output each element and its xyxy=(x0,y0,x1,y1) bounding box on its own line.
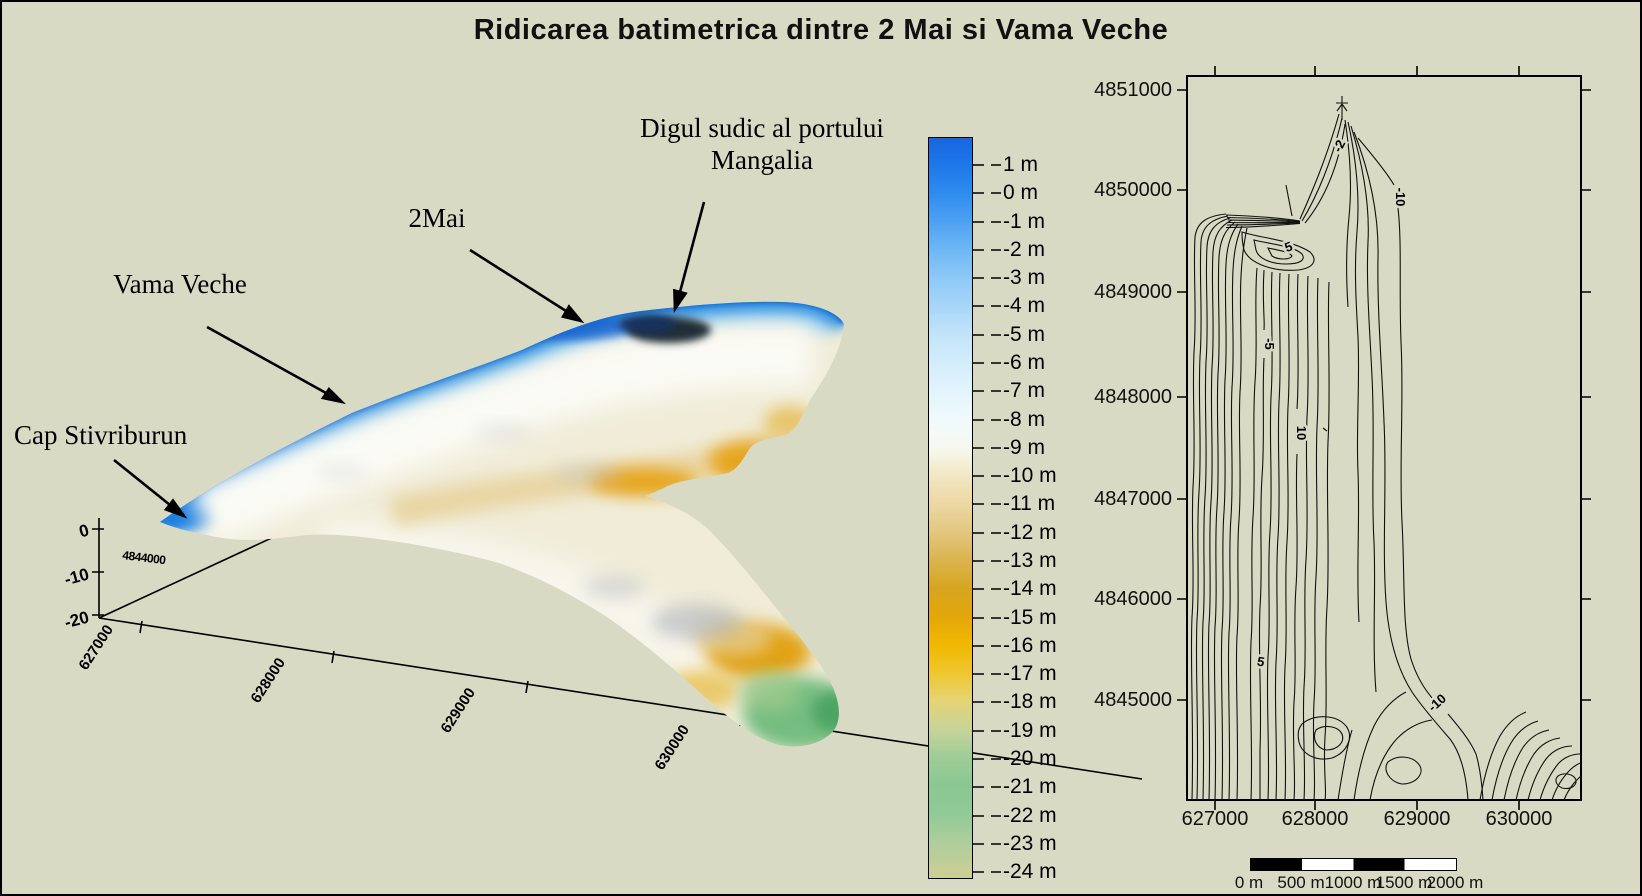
map-y-tick-label: 4848000 xyxy=(1094,386,1172,408)
mai2-arrow-line xyxy=(469,248,567,313)
contour-lines xyxy=(1190,96,1582,801)
z-axis-ticks xyxy=(92,528,104,616)
map-y-tick-label: 4846000 xyxy=(1094,588,1172,610)
map-y-tick-label: 4845000 xyxy=(1094,689,1172,711)
map-x-tick-label: 630000 xyxy=(1485,808,1553,830)
contour-map-frame xyxy=(1177,66,1591,810)
contour-label-5-upper: 5 xyxy=(1282,238,1294,255)
digul-arrow-head xyxy=(673,288,688,314)
colorbar-label: -13 m xyxy=(1003,549,1057,572)
z-tick-0: 0 xyxy=(77,521,91,542)
colorbar-label: -17 m xyxy=(1003,662,1057,685)
colorbar-label: -10 m xyxy=(1003,464,1057,487)
annotation-digul: Digul sudic al portului Mangalia xyxy=(592,112,932,176)
map-y-tick-label: 4849000 xyxy=(1094,281,1172,303)
annotation-arrows xyxy=(113,201,706,519)
colorbar-label: -20 m xyxy=(1003,747,1057,770)
colorbar-label: -3 m xyxy=(1003,266,1045,289)
map-y-tick-label: 4847000 xyxy=(1094,488,1172,510)
colorbar-label: -24 m xyxy=(1003,860,1057,883)
colorbar-label: -8 m xyxy=(1003,408,1045,431)
port-tip-symbol xyxy=(1336,96,1348,120)
colorbar-ticks xyxy=(973,164,1001,873)
colorbar-label: -12 m xyxy=(1003,521,1057,544)
colorbar-label: -21 m xyxy=(1003,775,1057,798)
x3d-tick-630000: 630000 xyxy=(651,722,693,773)
map-y-tick-label: 4851000 xyxy=(1094,79,1172,101)
annotation-digul-line1: Digul sudic al portului xyxy=(640,113,884,143)
contour-label-neg5: -5 xyxy=(1262,338,1277,350)
x3d-tick-628000: 628000 xyxy=(247,655,289,706)
scale-bar-label: 2000 m xyxy=(1426,873,1484,892)
digul-arrow-line xyxy=(678,201,706,293)
map-x-tick-label: 628000 xyxy=(1281,808,1349,830)
colorbar-label: -9 m xyxy=(1003,436,1045,459)
annotation-2mai: 2Mai xyxy=(408,203,466,233)
mai2-arrow-head xyxy=(560,304,585,324)
annotation-cap-stivriburun: Cap Stivriburun xyxy=(14,420,188,450)
cap-arrow-line xyxy=(113,458,171,507)
map-y-tick-label: 4850000 xyxy=(1094,179,1172,201)
contour-label-5-lower: 5 xyxy=(1256,654,1266,670)
colorbar-label: -18 m xyxy=(1003,690,1057,713)
figure-title: Ridicarea batimetrica dintre 2 Mai si Va… xyxy=(473,14,1169,46)
colorbar-label: -6 m xyxy=(1003,351,1045,374)
annotation-vama-veche: Vama Veche xyxy=(113,269,247,299)
x3d-tick-629000: 629000 xyxy=(437,685,479,736)
colorbar-label: -5 m xyxy=(1003,323,1045,346)
vama-arrow-head xyxy=(320,386,347,405)
scale-bar-label: 1500 m xyxy=(1375,873,1433,892)
vama-arrow-line xyxy=(206,325,327,395)
surface-plot xyxy=(160,301,844,747)
z-tick-neg20: -20 xyxy=(62,608,91,633)
scale-bar-label: 0 m xyxy=(1234,873,1264,892)
contour-label-neg10-top: -10 xyxy=(1393,188,1408,207)
white-plain-upper xyxy=(189,324,815,546)
map-x-tick-label: 629000 xyxy=(1383,808,1451,830)
colorbar-label: 1 m xyxy=(1003,153,1039,176)
x3d-tick-627000: 627000 xyxy=(75,622,117,673)
annotation-digul-line2: Mangalia xyxy=(711,145,813,175)
colorbar-label: -23 m xyxy=(1003,832,1057,855)
y3d-tick-4844000: 4844000 xyxy=(122,548,167,567)
z-tick-neg10: -10 xyxy=(62,565,91,590)
colorbar-gradient xyxy=(928,137,973,879)
x-axis-ticks xyxy=(139,620,743,727)
colorbar-label: -1 m xyxy=(1003,210,1045,233)
map-x-tick-label: 627000 xyxy=(1181,808,1249,830)
colorbar-label: -15 m xyxy=(1003,606,1057,629)
scale-bar xyxy=(1250,858,1457,871)
colorbar-label: -22 m xyxy=(1003,804,1057,827)
contour-label-10: 10 xyxy=(1294,426,1309,440)
colorbar-label: -14 m xyxy=(1003,577,1057,600)
cap-arrow-head xyxy=(163,498,188,519)
colorbar-label: -2 m xyxy=(1003,238,1045,261)
scale-bar-label: 1000 m xyxy=(1324,873,1382,892)
colorbar-label: 0 m xyxy=(1003,181,1039,204)
colorbar-label: -19 m xyxy=(1003,719,1057,742)
colorbar-label: -16 m xyxy=(1003,634,1057,657)
colorbar-label: -11 m xyxy=(1003,492,1056,515)
scale-bar-label: 500 m xyxy=(1277,873,1325,892)
colorbar-label: -4 m xyxy=(1003,294,1045,317)
colorbar-label: -7 m xyxy=(1003,379,1045,402)
